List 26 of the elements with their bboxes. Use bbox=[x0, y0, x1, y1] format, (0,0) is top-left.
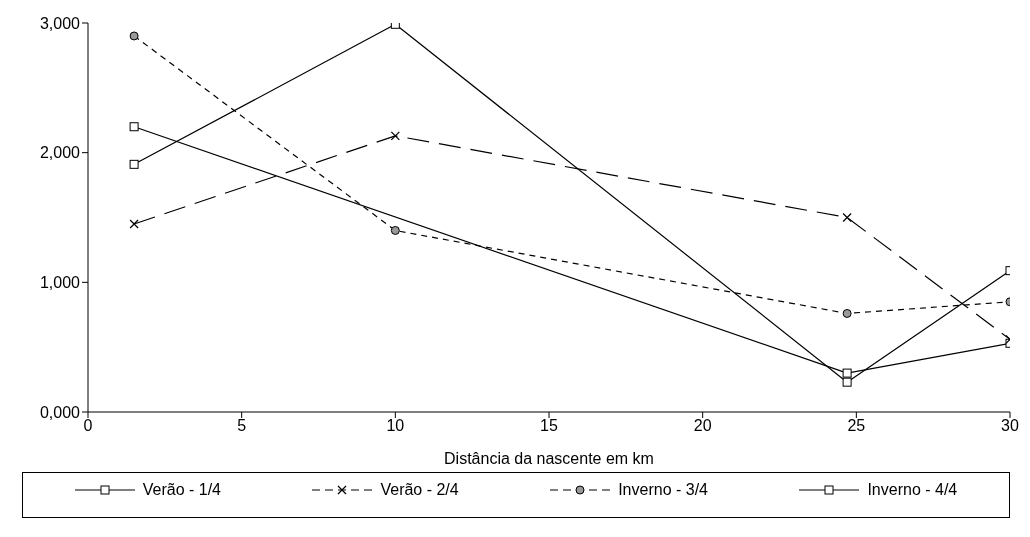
point bbox=[842, 308, 852, 318]
x-axis-title: Distância da nascente em km bbox=[444, 450, 654, 467]
point bbox=[129, 122, 139, 132]
y-tick-label: 3,000 bbox=[39, 14, 81, 32]
point bbox=[129, 159, 139, 169]
point bbox=[842, 368, 852, 378]
legend-label: Verão - 2/4 bbox=[380, 481, 459, 499]
x-tick-label: 5 bbox=[237, 417, 247, 435]
y-tick-label: 0,000 bbox=[39, 403, 81, 421]
legend-label: Verão - 1/4 bbox=[142, 481, 221, 499]
x-tick-label: 20 bbox=[693, 417, 712, 435]
point bbox=[390, 131, 400, 141]
legend-label: Inverno - 3/4 bbox=[618, 481, 708, 499]
x-tick-label: 30 bbox=[1001, 417, 1019, 435]
x-tick-label: 15 bbox=[540, 417, 558, 435]
point bbox=[129, 31, 139, 41]
y-tick-label: 2,000 bbox=[39, 144, 81, 162]
point bbox=[842, 212, 852, 223]
x-tick-label: 25 bbox=[847, 417, 866, 435]
point bbox=[390, 225, 400, 235]
x-tick-label: 10 bbox=[386, 417, 405, 435]
point bbox=[129, 219, 139, 229]
legend-label: Inverno - 4/4 bbox=[867, 481, 958, 499]
y-tick-label: 1,000 bbox=[39, 274, 81, 292]
x-tick-label: 0 bbox=[83, 417, 93, 435]
point bbox=[842, 377, 852, 387]
